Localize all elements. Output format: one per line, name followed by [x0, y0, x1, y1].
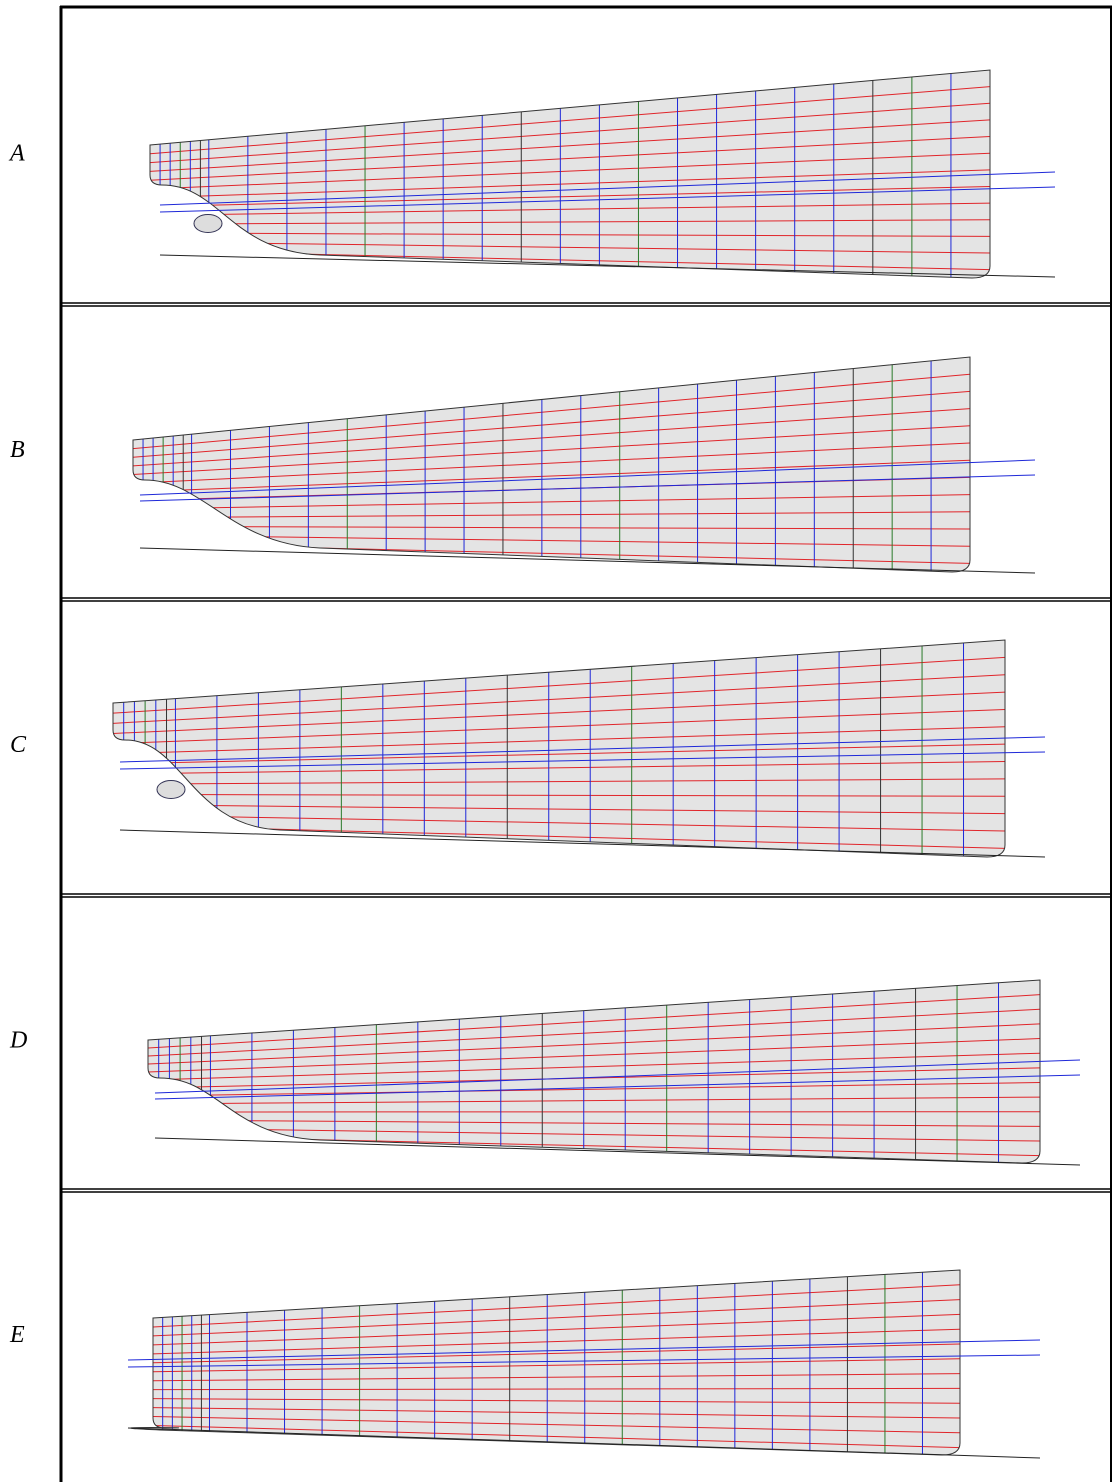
- waterline: [133, 390, 970, 458]
- waterline: [148, 994, 1040, 1049]
- waterline: [148, 1067, 1040, 1089]
- waterline: [133, 408, 970, 467]
- baseline: [154, 1137, 1081, 1166]
- hull-outline: [147, 979, 1041, 1164]
- waterline: [113, 708, 1005, 745]
- waterline: [150, 119, 990, 172]
- waterline: [113, 761, 1005, 775]
- waterline: [152, 1358, 960, 1373]
- waterline: [150, 86, 990, 155]
- waterline: [148, 1038, 1040, 1073]
- reference-line: [119, 751, 1046, 770]
- waterline: [150, 102, 990, 164]
- reference-line: [154, 1074, 1081, 1100]
- hull-outline: [130, 1269, 961, 1456]
- waterline: [113, 804, 1005, 815]
- waterline: [152, 1284, 960, 1328]
- hull-surface: [113, 640, 1005, 857]
- waterline: [113, 656, 1005, 714]
- bulb: [156, 780, 186, 799]
- hull: [148, 980, 1040, 1163]
- waterline: [148, 1127, 1040, 1142]
- baseline: [139, 547, 1036, 574]
- hull: [113, 640, 1005, 857]
- hull: [130, 1270, 960, 1455]
- waterline: [113, 814, 1005, 832]
- baseline: [119, 829, 1046, 858]
- waterline: [113, 674, 1005, 724]
- waterline: [133, 534, 970, 547]
- waterline: [150, 232, 990, 237]
- waterline: [150, 185, 990, 208]
- panel-label: D: [9, 1028, 27, 1054]
- waterline: [150, 152, 990, 190]
- reference-line: [139, 474, 1036, 502]
- reference-line: [159, 186, 1056, 213]
- reference-line: [127, 1354, 1041, 1368]
- waterline: [113, 793, 1005, 797]
- waterline: [113, 691, 1005, 734]
- waterline: [148, 1096, 1040, 1105]
- reference-line: [119, 736, 1046, 763]
- reference-line: [159, 171, 1056, 206]
- hull-outline: [132, 356, 971, 573]
- waterline: [133, 459, 970, 493]
- waterline: [113, 778, 1005, 785]
- waterline: [152, 1299, 960, 1337]
- reference-line: [127, 1339, 1041, 1361]
- waterline: [133, 425, 970, 476]
- waterline: [150, 219, 990, 225]
- hull-surface: [148, 980, 1040, 1163]
- waterline: [150, 169, 990, 199]
- waterline: [152, 1425, 960, 1449]
- waterline: [148, 1023, 1040, 1065]
- waterline: [152, 1328, 960, 1355]
- waterline: [148, 1081, 1040, 1097]
- hull-outline: [112, 639, 1006, 858]
- waterline: [152, 1387, 960, 1391]
- waterline: [150, 202, 990, 216]
- hull-surface: [130, 1270, 960, 1455]
- waterline: [133, 525, 970, 530]
- waterline: [148, 1119, 1040, 1127]
- waterline: [133, 373, 970, 450]
- reference-line: [154, 1059, 1081, 1094]
- hull-surface: [150, 70, 990, 278]
- waterline: [152, 1343, 960, 1364]
- hull: [133, 357, 970, 572]
- hull-outline: [149, 69, 991, 279]
- waterline: [148, 1052, 1040, 1081]
- hull-surface: [133, 357, 970, 572]
- panel-label: E: [9, 1322, 25, 1348]
- waterline: [150, 241, 990, 254]
- waterline: [113, 726, 1005, 755]
- waterline: [133, 442, 970, 484]
- waterline: [148, 1008, 1040, 1057]
- waterline: [113, 743, 1005, 765]
- panel-label: A: [8, 141, 25, 167]
- waterline: [152, 1398, 960, 1404]
- waterline: [152, 1407, 960, 1419]
- reference-line: [139, 459, 1036, 496]
- waterline: [152, 1416, 960, 1434]
- panel-label: C: [10, 732, 27, 758]
- waterline: [133, 494, 970, 510]
- baseline: [127, 1427, 1041, 1459]
- bulb: [193, 214, 223, 233]
- waterline: [133, 511, 970, 519]
- baseline: [159, 254, 1056, 278]
- waterline: [150, 136, 990, 181]
- waterline: [152, 1373, 960, 1382]
- waterline: [152, 1313, 960, 1346]
- panel-label: B: [10, 437, 25, 463]
